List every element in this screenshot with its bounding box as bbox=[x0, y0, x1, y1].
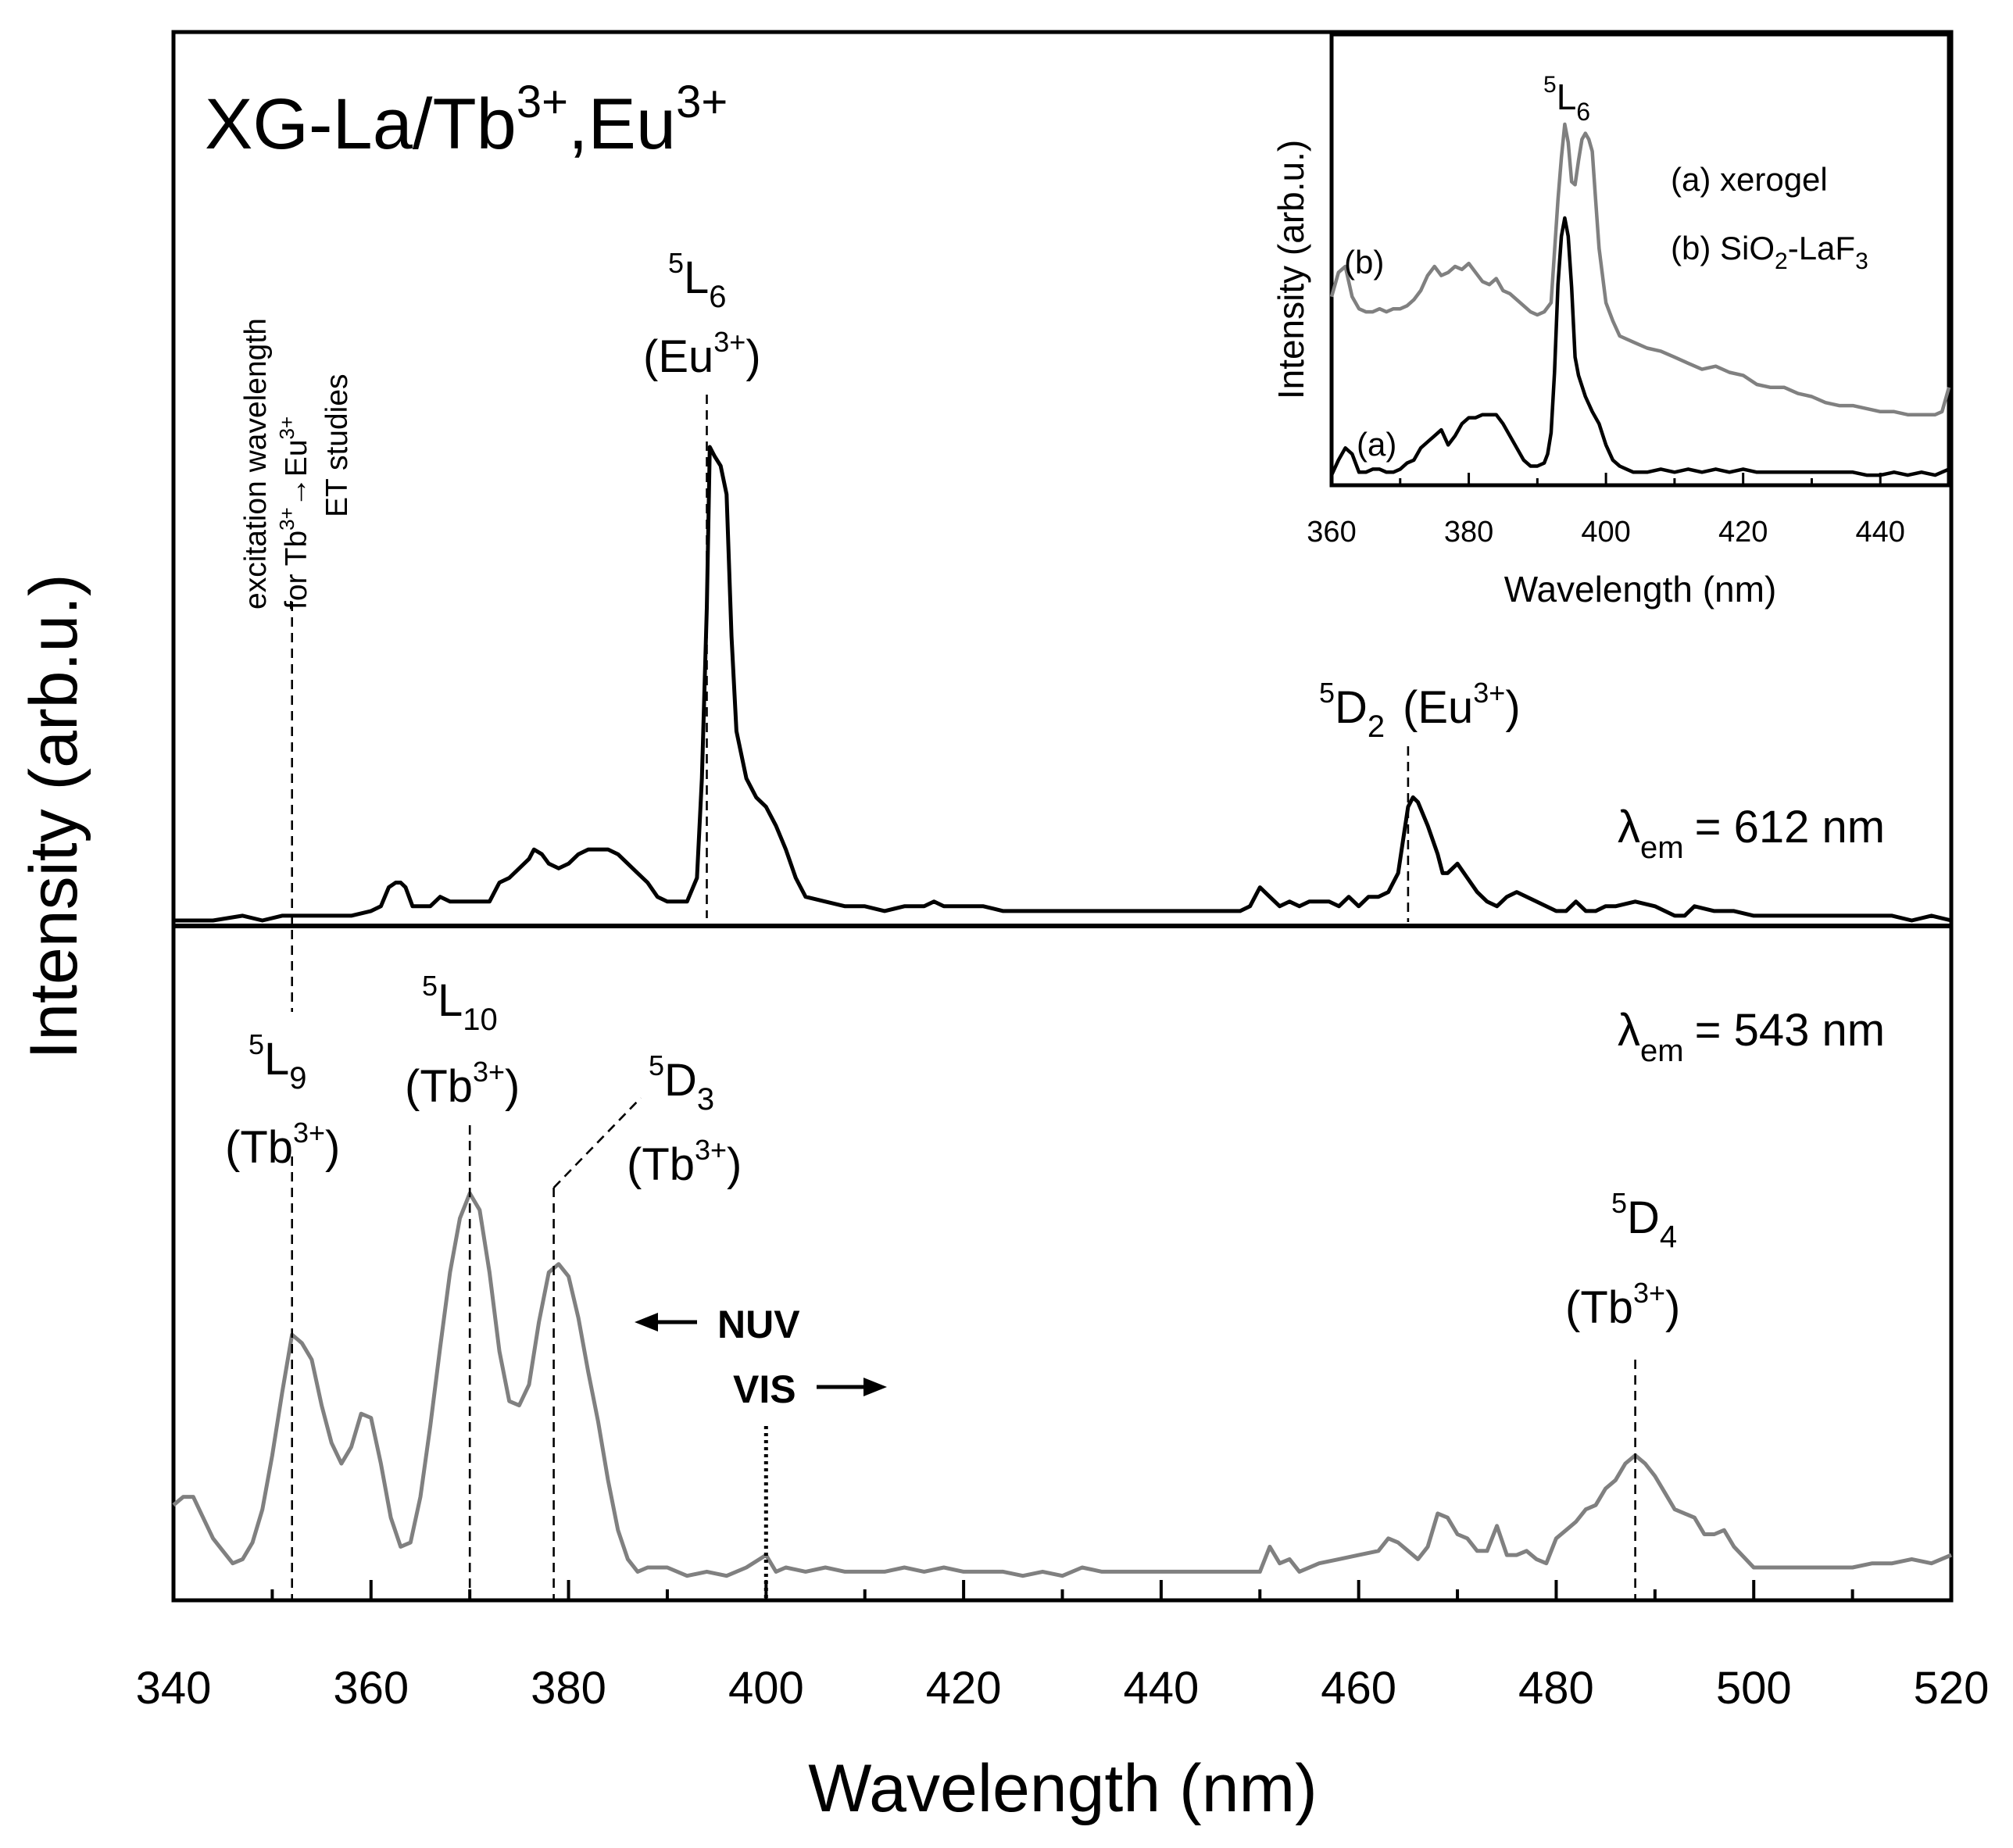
label-5D2-ion: (Eu3+) bbox=[1403, 677, 1521, 733]
excitation-line-3: ET studies bbox=[320, 374, 354, 517]
x-tick-label: 500 bbox=[1716, 1663, 1792, 1714]
label-5D4: 5D4 bbox=[1611, 1187, 1677, 1254]
inset-x-tick-label: 360 bbox=[1307, 516, 1356, 549]
guide-diagonal-5D3 bbox=[552, 1097, 642, 1189]
inset-peak-label: 5L6 bbox=[1543, 72, 1590, 126]
series-line-em543 bbox=[172, 1191, 1952, 1578]
inset-x-tick-label: 400 bbox=[1581, 516, 1630, 549]
label-5D3-ion: (Tb3+) bbox=[627, 1134, 742, 1190]
inset-series-a-tag: (a) bbox=[1357, 426, 1396, 463]
nuv-label: NUV bbox=[717, 1303, 800, 1346]
chart-title: XG-La/Tb3+,Eu3+ bbox=[205, 77, 728, 164]
x-tick-label: 520 bbox=[1914, 1663, 1990, 1714]
inset-x-axis-label: Wavelength (nm) bbox=[1504, 569, 1777, 609]
label-em612: λem = 612 nm bbox=[1618, 802, 1885, 865]
inset-x-tick-label: 380 bbox=[1444, 516, 1493, 549]
inset-x-tick-label: 420 bbox=[1718, 516, 1768, 549]
label-5L6: 5L6 bbox=[668, 247, 727, 314]
inset-series-line-a bbox=[1329, 216, 1950, 477]
label-5D3: 5D3 bbox=[649, 1049, 714, 1117]
label-5L6-ion: (Eu3+) bbox=[643, 326, 761, 382]
x-tick-label: 440 bbox=[1123, 1663, 1199, 1714]
nuv-arrow-icon bbox=[635, 1313, 658, 1331]
x-axis-ticks: 340 360 380 400 420 440 460 480 500 520 bbox=[136, 1580, 1990, 1714]
x-tick-label: 340 bbox=[136, 1663, 212, 1714]
x-tick-label: 400 bbox=[728, 1663, 804, 1714]
label-em543: λem = 543 nm bbox=[1618, 1005, 1885, 1068]
label-5L9-ion: (Tb3+) bbox=[225, 1117, 340, 1173]
label-5L10: 5L10 bbox=[422, 970, 498, 1037]
y-axis-label: Intensity (arb.u.) bbox=[16, 574, 91, 1059]
excitation-line-2: for Tb3+→Eu3+ bbox=[275, 416, 313, 609]
label-5L9: 5L9 bbox=[248, 1028, 307, 1096]
inset-y-axis-label: Intensity (arb.u.) bbox=[1271, 140, 1311, 399]
x-tick-label: 480 bbox=[1518, 1663, 1594, 1714]
label-5D2: 5D2 bbox=[1319, 677, 1385, 744]
inset-series-b-tag: (b) bbox=[1344, 244, 1384, 281]
inset-legend-a: (a) xerogel bbox=[1671, 161, 1828, 198]
x-tick-label: 420 bbox=[926, 1663, 1002, 1714]
vis-label: VIS bbox=[733, 1367, 796, 1411]
series-line-em612 bbox=[173, 445, 1952, 923]
label-5D4-ion: (Tb3+) bbox=[1565, 1277, 1680, 1333]
excitation-annotation: excitation wavelength for Tb3+→Eu3+ ET s… bbox=[239, 318, 354, 609]
vis-arrow-icon bbox=[863, 1378, 887, 1396]
x-tick-label: 360 bbox=[333, 1663, 409, 1714]
x-tick-label: 460 bbox=[1321, 1663, 1396, 1714]
excitation-line-1: excitation wavelength bbox=[239, 318, 273, 609]
x-tick-label: 380 bbox=[531, 1663, 606, 1714]
inset-series-line-b bbox=[1329, 122, 1951, 416]
inset-frame bbox=[1329, 32, 1951, 488]
inset-legend-b: (b) SiO2-LaF3 bbox=[1671, 230, 1868, 274]
inset-x-tick-label: 440 bbox=[1856, 516, 1905, 549]
x-axis-label: Wavelength (nm) bbox=[808, 1751, 1318, 1826]
label-5L10-ion: (Tb3+) bbox=[405, 1056, 520, 1112]
inset-x-axis-ticks: 360 380 400 420 440 bbox=[1307, 473, 1950, 549]
